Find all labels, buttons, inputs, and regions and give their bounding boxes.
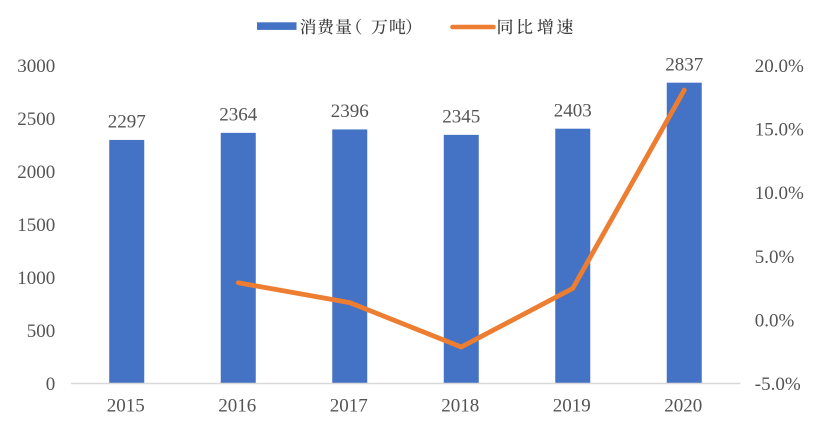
svg-text:0.0%: 0.0% — [755, 310, 795, 331]
svg-text:20.0%: 20.0% — [755, 56, 804, 77]
svg-text:2015: 2015 — [107, 395, 145, 416]
svg-text:2403: 2403 — [554, 101, 592, 122]
svg-text:0: 0 — [46, 374, 56, 395]
svg-text:10.0%: 10.0% — [755, 183, 804, 204]
svg-text:2364: 2364 — [219, 105, 258, 126]
svg-text:2000: 2000 — [17, 162, 55, 183]
svg-text:5.0%: 5.0% — [755, 247, 795, 268]
svg-text:2297: 2297 — [108, 112, 146, 133]
svg-text:2017: 2017 — [330, 395, 368, 416]
svg-text:2396: 2396 — [331, 101, 369, 122]
svg-text:2016: 2016 — [218, 395, 256, 416]
svg-text:2020: 2020 — [664, 395, 702, 416]
svg-text:2500: 2500 — [17, 109, 55, 130]
svg-text:15.0%: 15.0% — [755, 120, 804, 141]
svg-text:3000: 3000 — [17, 56, 55, 77]
svg-text:1000: 1000 — [17, 268, 55, 289]
svg-text:-5.0%: -5.0% — [755, 374, 801, 395]
svg-text:2837: 2837 — [665, 54, 703, 75]
svg-text:2018: 2018 — [441, 395, 479, 416]
svg-text:2019: 2019 — [553, 395, 591, 416]
svg-text:2345: 2345 — [442, 107, 480, 128]
svg-text:500: 500 — [27, 321, 56, 342]
svg-text:1500: 1500 — [17, 215, 55, 236]
